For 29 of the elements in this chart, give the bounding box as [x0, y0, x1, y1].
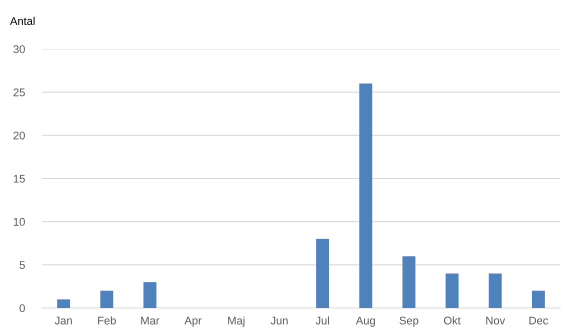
- y-tick-label: 20: [14, 132, 25, 140]
- x-tick-label: Apr: [184, 316, 202, 327]
- bar: [57, 299, 70, 308]
- x-tick-label: Maj: [228, 316, 244, 327]
- bar: [446, 273, 459, 308]
- x-tick-label: Jul: [316, 316, 329, 324]
- x-tick-label: Aug: [356, 316, 375, 327]
- x-tick-label: Mar: [141, 316, 160, 324]
- bar: [488, 273, 502, 308]
- x-tick-label: Feb: [98, 316, 116, 324]
- y-axis-title: Antal: [10, 16, 35, 25]
- x-tick-label: Jan: [54, 316, 72, 324]
- x-tick-label: Jun: [270, 316, 288, 324]
- y-tick-label: 15: [14, 174, 25, 183]
- bar: [100, 290, 114, 308]
- y-tick-label: 0: [20, 304, 25, 312]
- bar: [143, 282, 156, 308]
- x-tick-label: Dec: [529, 316, 548, 324]
- bar: [359, 84, 372, 308]
- bar: [532, 290, 545, 308]
- x-tick-label: Sep: [400, 316, 418, 327]
- y-tick-label: 25: [14, 88, 25, 96]
- y-tick-label: 30: [13, 45, 25, 54]
- bar: [316, 238, 330, 308]
- bar: [402, 256, 416, 308]
- x-tick-label: Okt: [444, 316, 461, 324]
- y-tick-label: 10: [14, 218, 25, 226]
- x-tick-label: Nov: [486, 316, 506, 324]
- y-tick-label: 5: [20, 261, 25, 269]
